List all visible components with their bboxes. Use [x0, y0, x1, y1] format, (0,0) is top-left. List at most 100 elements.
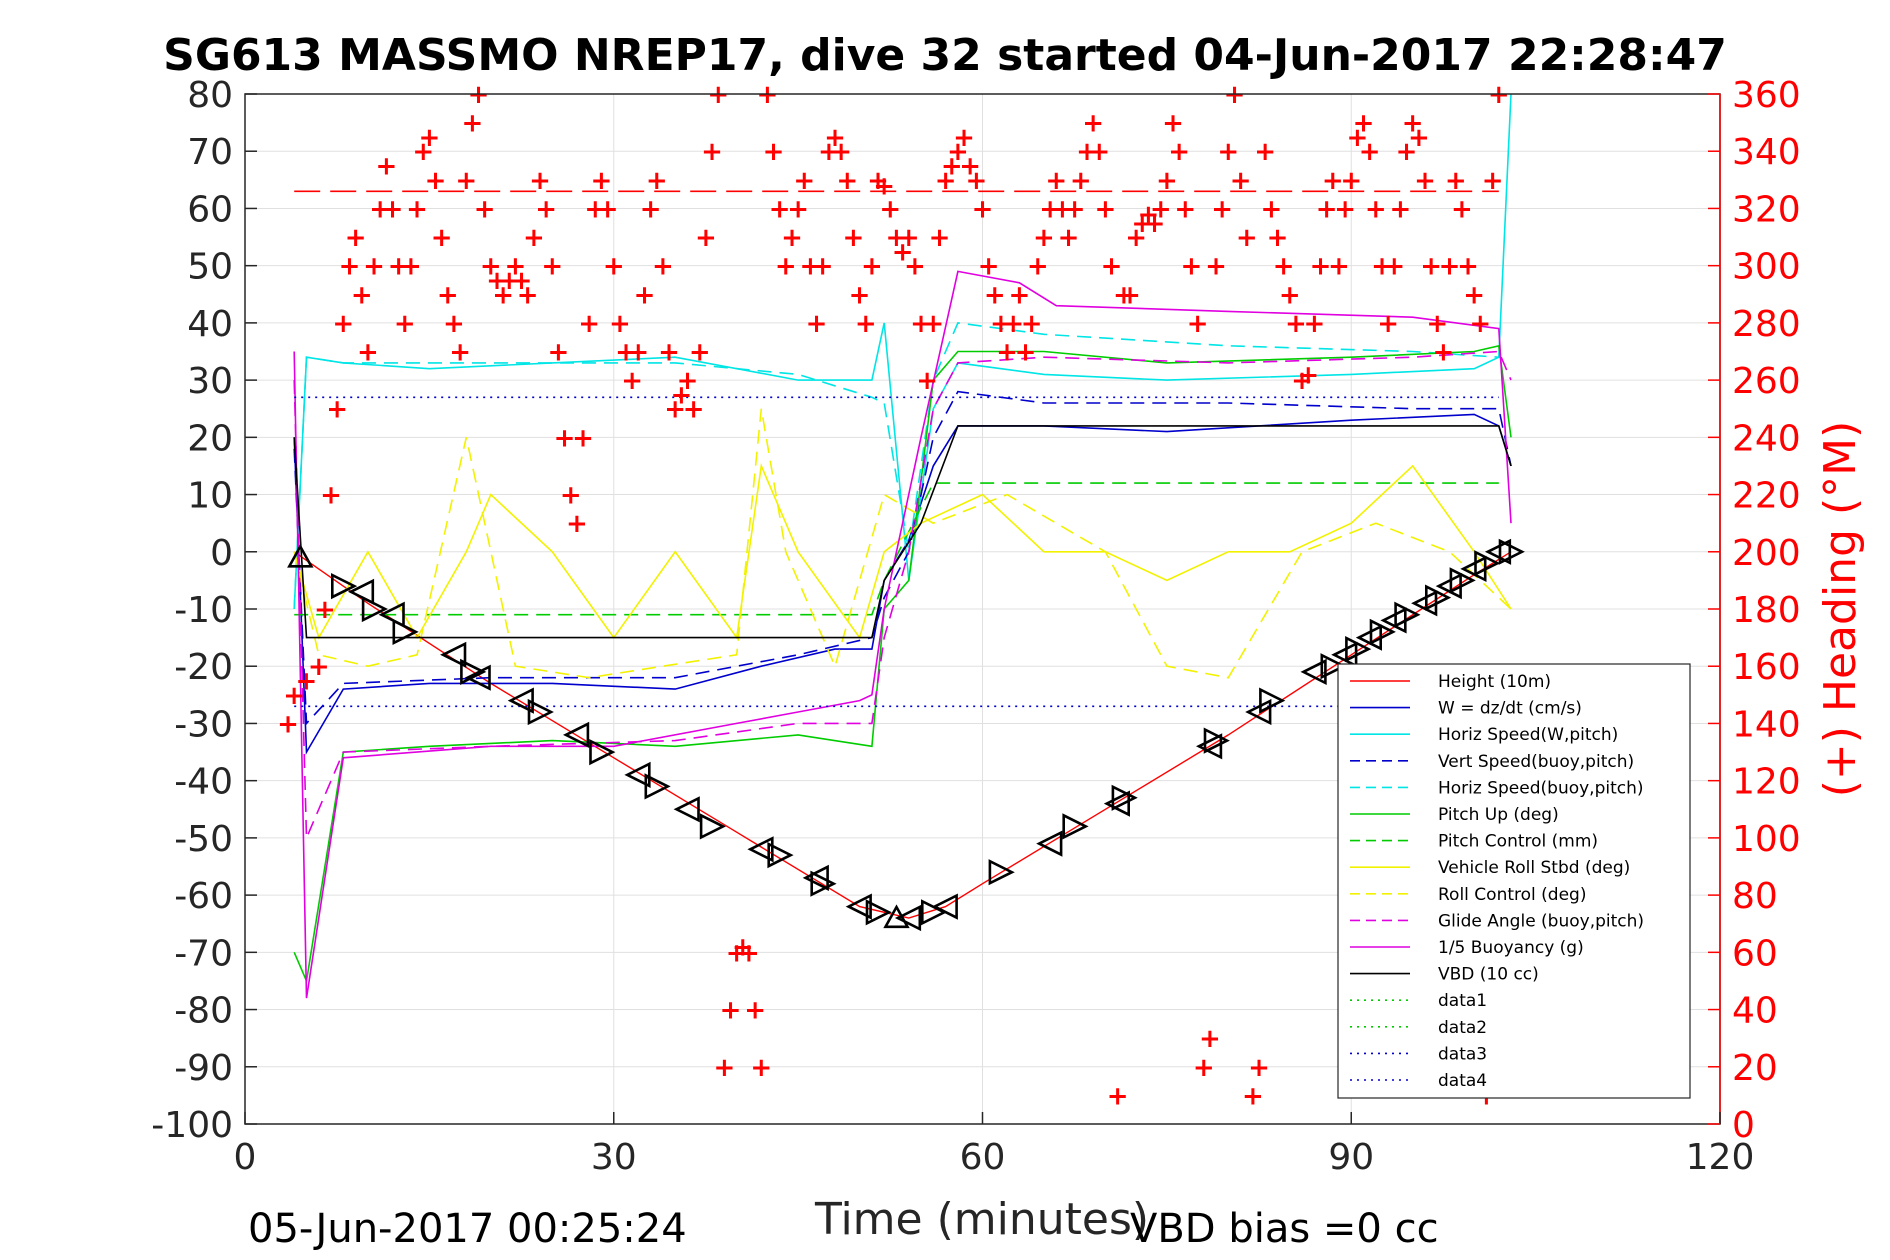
- heading-point: +: [603, 252, 625, 282]
- legend-label: Horiz Speed(W,pitch): [1438, 725, 1618, 745]
- heading-point: +: [1346, 123, 1368, 153]
- depth-marker: [1498, 538, 1525, 565]
- heading-point: +: [1426, 309, 1448, 339]
- depth-marker: [1320, 653, 1347, 680]
- heading-point: +: [1420, 252, 1442, 282]
- heading-point: +: [634, 280, 656, 310]
- heading-point: +: [1439, 252, 1461, 282]
- heading-point: +: [1297, 360, 1319, 390]
- heading-point: +: [1211, 194, 1233, 224]
- heading-point: +: [431, 223, 453, 253]
- legend: Height (10m) W = dz/dt (cm/s) Horiz Speed(…: [1337, 663, 1691, 1099]
- heading-point: +: [375, 152, 397, 182]
- heading-point: +: [308, 652, 330, 682]
- depth-marker: [810, 870, 837, 897]
- heading-point: +: [1267, 223, 1289, 253]
- heading-point: +: [1095, 194, 1117, 224]
- heading-point: +: [505, 252, 527, 282]
- depth-marker: [644, 773, 671, 800]
- depth-marker: [624, 761, 651, 789]
- heading-point: +: [646, 166, 668, 196]
- heading-point: +: [1469, 309, 1491, 339]
- heading-point: +: [1144, 209, 1166, 239]
- heading-point: +: [283, 681, 305, 711]
- heading-point: +: [1082, 109, 1104, 139]
- legend-label: VBD (10 cc): [1438, 965, 1539, 985]
- depth-marker: [1036, 830, 1063, 857]
- heading-point: +: [332, 309, 354, 339]
- heading-point: +: [658, 338, 680, 368]
- heading-point: +: [363, 252, 385, 282]
- heading-points: + + + + + + + + + + + + + + + + + + + + + + + + + + + + + + + + + + + + + + + +…: [277, 80, 1510, 1111]
- heading-point: +: [394, 309, 416, 339]
- y-tick-label-right: 360: [1732, 75, 1801, 116]
- depth-marker: [767, 841, 794, 869]
- y-tick-label-right: 280: [1732, 304, 1801, 345]
- depth-markers: [287, 538, 1525, 932]
- y-tick-label-left: -20: [174, 647, 233, 688]
- heading-point: +: [1199, 1024, 1221, 1054]
- y-tick-label-left: -90: [174, 1048, 233, 1089]
- heading-point: +: [461, 109, 483, 139]
- heading-point: +: [1002, 309, 1024, 339]
- heading-point: +: [1273, 252, 1295, 282]
- y-tick-label-left: 50: [187, 247, 233, 288]
- right-axis-label: (+) Heading (°M): [1815, 421, 1866, 798]
- legend-label: Pitch Control (mm): [1438, 832, 1598, 852]
- y-tick-label-right: 320: [1732, 189, 1801, 230]
- x-tick-label: 120: [1686, 1137, 1755, 1178]
- depth-marker: [1474, 550, 1501, 577]
- heading-point: +: [1248, 1053, 1270, 1083]
- y-tick-label-left: -40: [174, 762, 233, 803]
- heading-point: +: [1340, 166, 1362, 196]
- heading-point: +: [455, 166, 477, 196]
- heading-point: +: [1051, 194, 1073, 224]
- depth-marker: [287, 543, 314, 568]
- series-vert_buoy: [293, 390, 1512, 726]
- depth-marker: [894, 904, 922, 932]
- depth-marker: [1345, 635, 1372, 663]
- heading-point: +: [1353, 109, 1375, 139]
- heading-point: +: [1291, 366, 1313, 396]
- heading-point: +: [1193, 1053, 1215, 1083]
- heading-point: +: [437, 280, 459, 310]
- heading-point: +: [750, 1053, 772, 1083]
- heading-point: +: [1125, 223, 1147, 253]
- legend-label: 1/5 Buoyancy (g): [1438, 938, 1584, 958]
- x-tick-label: 0: [234, 1137, 257, 1178]
- heading-point: +: [615, 338, 637, 368]
- heading-point: +: [713, 1053, 735, 1083]
- heading-point: +: [1162, 109, 1184, 139]
- heading-point: +: [1039, 194, 1061, 224]
- heading-point: +: [1242, 1081, 1264, 1111]
- heading-point: +: [769, 194, 791, 224]
- depth-marker: [1449, 567, 1476, 594]
- heading-point: +: [879, 194, 901, 224]
- heading-point: +: [849, 280, 871, 310]
- y-tick-label-right: 100: [1732, 819, 1801, 860]
- heading-point: +: [548, 338, 570, 368]
- heading-point: +: [689, 338, 711, 368]
- heading-point: +: [867, 166, 889, 196]
- heading-point: +: [1445, 166, 1467, 196]
- heading-point: +: [480, 252, 502, 282]
- heading-point: +: [843, 223, 865, 253]
- heading-point: +: [793, 166, 815, 196]
- heading-point: +: [898, 223, 920, 253]
- right-axis-ticks: 3603403203002802602402202001801601401201…: [1708, 75, 1801, 1146]
- left-axis-ticks: 80 70 60 50 40 30 20 10 0 -10 -20 -30 -40 -50 -60 -70 -8…: [151, 75, 257, 1146]
- heading-point: +: [726, 938, 748, 968]
- depth-marker: [865, 899, 892, 926]
- heading-point: +: [935, 166, 957, 196]
- heading-point: +: [517, 280, 539, 310]
- heading-point: +: [1365, 194, 1387, 224]
- heading-point: +: [1414, 166, 1436, 196]
- heading-point: +: [1045, 166, 1067, 196]
- heading-point: +: [1181, 252, 1203, 282]
- legend-label: data1: [1438, 991, 1487, 1011]
- depth-marker: [361, 595, 389, 623]
- y-tick-label-right: 200: [1732, 533, 1801, 574]
- heading-point: +: [627, 338, 649, 368]
- heading-point: +: [904, 252, 926, 282]
